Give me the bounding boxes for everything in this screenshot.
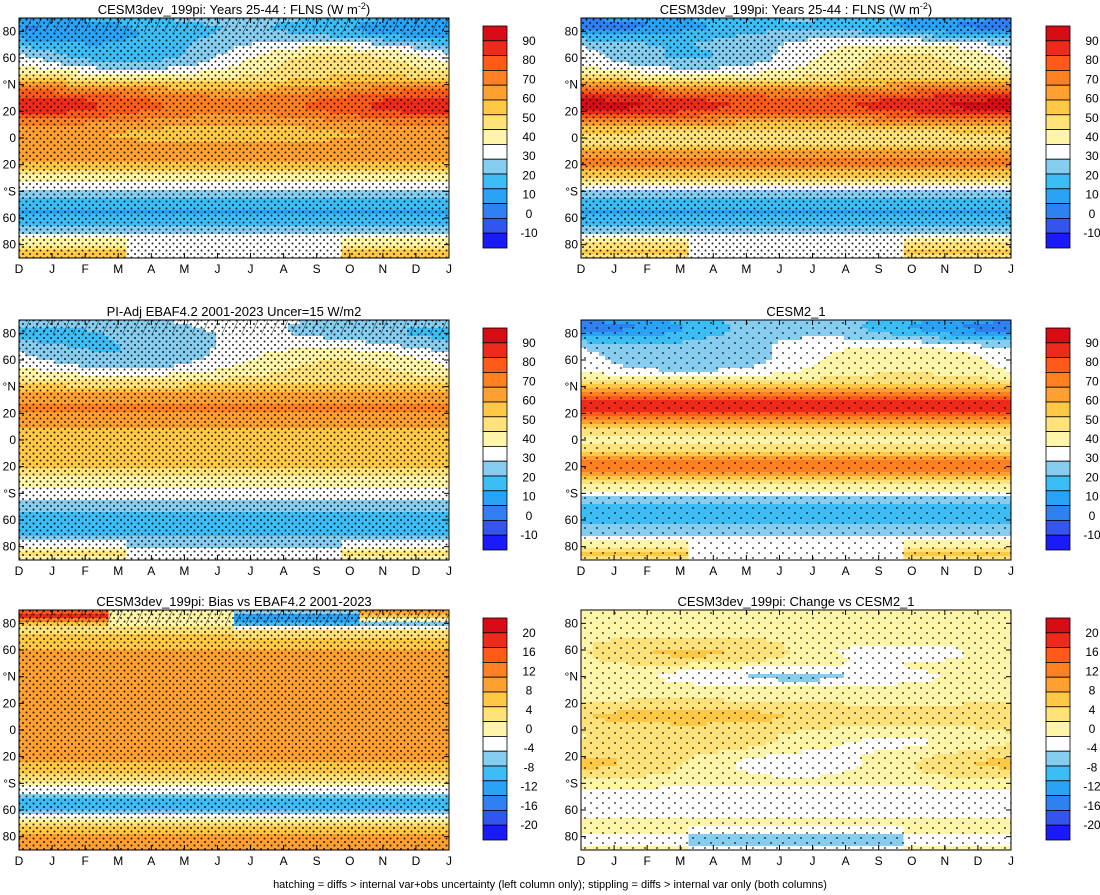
panel-title-main: CESM3dev_199pi: Years 25-44 : FLNS (W m [98,2,358,17]
colorbar-cell [482,25,508,42]
x-tick-label: F [81,262,88,276]
y-tick-label: 0 [9,131,16,145]
y-tick-label: 20 [3,158,17,172]
colorbar-tick-label: 90 [522,34,536,48]
y-tick-label: 60 [3,51,17,65]
x-tick-label: N [379,262,388,276]
colorbar-tick-label: -10 [520,226,538,240]
hatch-overlay [19,18,449,32]
x-tick-label: J [446,262,452,276]
colorbar-tick-label: 10 [522,188,536,202]
y-tick-label: 60 [3,211,17,225]
x-tick-label: A [280,262,288,276]
x-tick-label: O [345,262,354,276]
colorbar-cell [482,188,508,205]
colorbar-cell [482,232,508,249]
colorbar-cell [482,114,508,131]
x-tick-label: A [147,262,155,276]
stipple-overlay [19,18,449,258]
y-tick-label: 20 [3,104,17,118]
x-tick-label: D [412,262,421,276]
colorbar-tick-label: 30 [522,149,536,163]
colorbar-cell [482,99,508,116]
colorbar-tick-label: 60 [522,92,536,106]
colorbar-cell [482,203,508,219]
colorbar-cell [482,173,508,190]
x-tick-label: D [15,262,24,276]
colorbar-tick-label: 50 [522,111,536,125]
x-tick-label: J [49,262,55,276]
y-tick-label: 80 [3,24,17,38]
colorbar-cell [482,158,508,175]
colorbar-tick-label: 70 [522,72,536,86]
colorbar-cell [482,84,508,101]
colorbar-tick-label: 0 [526,207,533,221]
colorbar-tick-label: 40 [522,130,536,144]
panel-title-tail: ) [366,2,370,17]
colorbar-cell [482,217,508,234]
panel-title-sup: -2 [358,1,366,11]
colorbar-cell [482,143,508,160]
x-tick-label: S [313,262,321,276]
panel-title: CESM3dev_199pi: Years 25-44 : FLNS (W m-… [98,1,370,17]
colorbar-cell [482,55,508,71]
x-tick-label: J [248,262,254,276]
y-tick-label: °S [3,184,16,198]
x-tick-label: M [179,262,189,276]
colorbar-tick-label: 80 [522,53,536,67]
colorbar-cell [482,70,508,86]
colorbar-tick-label: 20 [522,168,536,182]
panel-2: D J F M A M J J A S O N D J8060°N20020°S6080CESM3dev_… [565,1,1100,276]
y-tick-label: °N [3,78,16,92]
y-tick-label: 80 [3,238,17,252]
colorbar-cell [482,40,508,56]
colorbar-cell [482,129,508,145]
panel-1: D J F M A M J J A S O N D J 80 60 °N 20 0 20 °S 60 80 CESM3dev_… [3,1,538,276]
colorbar: 90 80 70 60 50 40 30 20 10 0 -10 [482,25,538,249]
x-tick-label: M [113,262,123,276]
x-tick-label: J [214,262,220,276]
